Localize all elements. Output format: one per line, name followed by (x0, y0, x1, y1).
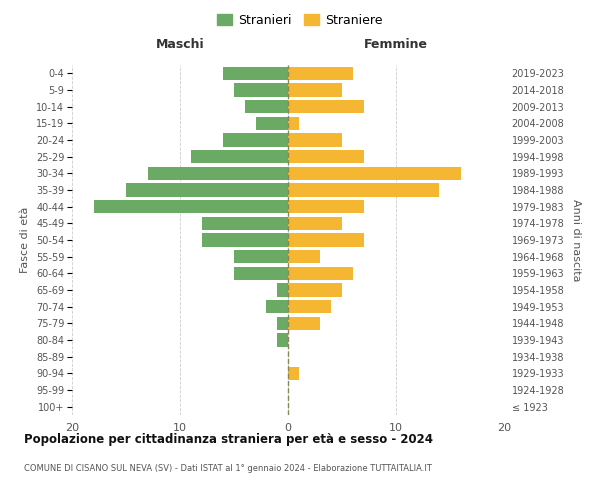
Bar (256, 116, 288, 130)
Text: Popolazione per cittadinanza straniera per età e sesso - 2024: Popolazione per cittadinanza straniera p… (24, 432, 433, 446)
Bar (191, 150, 288, 164)
Bar (234, 266, 288, 280)
Text: Maschi: Maschi (155, 38, 205, 51)
Bar (202, 216, 288, 230)
Bar (288, 150, 364, 164)
Bar (94, 200, 288, 213)
Bar (288, 116, 299, 130)
Bar (223, 134, 288, 146)
Bar (288, 134, 342, 146)
Bar (288, 300, 331, 314)
Bar (277, 284, 288, 296)
Bar (288, 234, 364, 246)
Bar (288, 284, 342, 296)
Bar (126, 184, 288, 196)
Bar (288, 200, 364, 213)
Y-axis label: Fasce di età: Fasce di età (20, 207, 31, 273)
Bar (288, 250, 320, 264)
Bar (266, 300, 288, 314)
Bar (202, 234, 288, 246)
Bar (277, 316, 288, 330)
Bar (277, 334, 288, 346)
Bar (245, 100, 288, 114)
Y-axis label: Anni di nascita: Anni di nascita (571, 198, 581, 281)
Bar (288, 166, 461, 180)
Bar (288, 100, 364, 114)
Text: Femmine: Femmine (364, 38, 428, 51)
Bar (288, 366, 299, 380)
Bar (148, 166, 288, 180)
Bar (234, 84, 288, 96)
Bar (288, 184, 439, 196)
Text: COMUNE DI CISANO SUL NEVA (SV) - Dati ISTAT al 1° gennaio 2024 - Elaborazione TU: COMUNE DI CISANO SUL NEVA (SV) - Dati IS… (24, 464, 432, 473)
Bar (288, 84, 342, 96)
Bar (234, 250, 288, 264)
Bar (223, 66, 288, 80)
Legend: Stranieri, Straniere: Stranieri, Straniere (212, 8, 388, 32)
Bar (288, 216, 342, 230)
Bar (288, 266, 353, 280)
Bar (288, 66, 353, 80)
Bar (288, 316, 320, 330)
